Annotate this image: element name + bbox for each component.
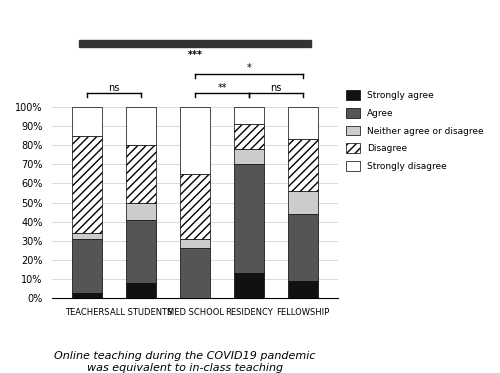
Bar — [72, 233, 102, 239]
Bar — [72, 292, 102, 298]
Bar — [180, 174, 210, 239]
Bar — [234, 124, 264, 149]
Bar — [234, 164, 264, 273]
Bar — [126, 203, 156, 220]
Text: Online teaching during the COVID19 pandemic
was equivalent to in-class teaching: Online teaching during the COVID19 pande… — [54, 351, 316, 373]
Text: **: ** — [218, 82, 227, 93]
Bar — [126, 220, 156, 283]
Bar — [234, 149, 264, 164]
Bar — [126, 283, 156, 298]
Bar — [180, 107, 210, 174]
Bar — [288, 281, 318, 298]
Bar — [72, 135, 102, 233]
Bar — [126, 107, 156, 145]
Bar — [234, 107, 264, 124]
Bar — [180, 239, 210, 248]
Bar — [288, 140, 318, 191]
Legend: Strongly agree, Agree, Neither agree or disagree, Disagree, Strongly disagree: Strongly agree, Agree, Neither agree or … — [346, 90, 484, 171]
Bar — [234, 273, 264, 298]
Bar — [126, 145, 156, 203]
Bar — [288, 191, 318, 214]
Bar — [72, 239, 102, 292]
Text: ***: *** — [188, 50, 203, 60]
Bar — [72, 107, 102, 135]
Text: *: * — [247, 63, 252, 73]
Bar — [180, 248, 210, 298]
Bar — [79, 40, 312, 47]
Text: ns: ns — [270, 82, 282, 93]
Text: ns: ns — [108, 82, 120, 93]
Bar — [288, 107, 318, 140]
Bar — [288, 214, 318, 281]
